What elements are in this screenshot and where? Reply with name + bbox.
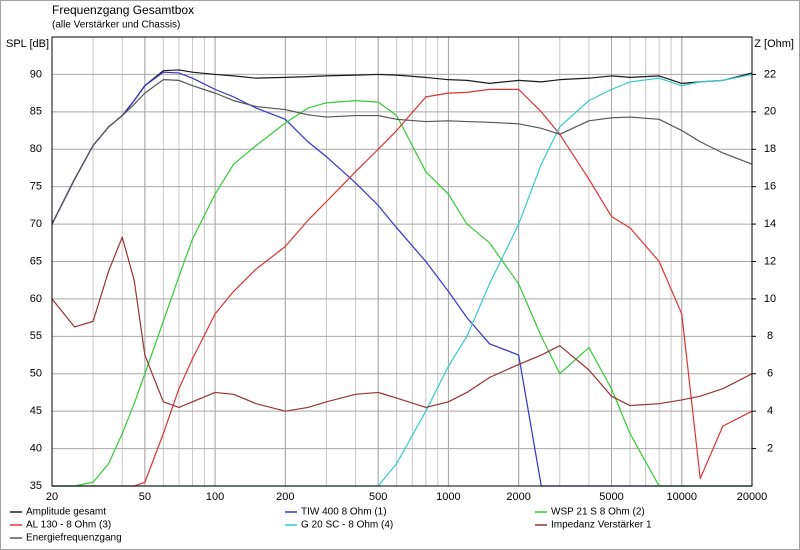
x-tick-label: 500 [369, 491, 387, 503]
y-tick-label: 40 [30, 442, 42, 454]
legend-label: Amplitude gesamt [26, 507, 106, 518]
y-tick-label: 65 [30, 255, 42, 267]
x-tick-label: 10000 [666, 491, 697, 503]
y-tick-label: 70 [30, 218, 42, 230]
x-tick-label: 100 [206, 491, 224, 503]
x-tick-label: 5000 [599, 491, 623, 503]
grid [51, 37, 753, 487]
y2-tick-label: 8 [767, 330, 773, 342]
y-tick-label: 90 [30, 68, 42, 80]
series-line [51, 236, 753, 412]
y-tick-label: 80 [30, 143, 42, 155]
legend-label: TIW 400 8 Ohm (1) [301, 507, 387, 518]
y-tick-label: 55 [30, 330, 42, 342]
y2-tick-label: 10 [764, 293, 776, 305]
y2-tick-label: 14 [764, 218, 776, 230]
chart-title: Frequenzgang Gesamtbox [52, 3, 194, 17]
x-tick-label: 1000 [436, 491, 460, 503]
legend-label: G 20 SC - 8 Ohm (4) [301, 520, 393, 531]
legend-label: AL 130 - 8 Ohm (3) [26, 520, 111, 531]
x-tick-label: 20 [46, 491, 58, 503]
legend-label: Impedanz Verstärker 1 [551, 520, 652, 531]
y-tick-label: 60 [30, 293, 42, 305]
y-tick-label: 35 [30, 480, 42, 492]
x-tick-label: 2000 [506, 491, 530, 503]
y2-tick-label: 6 [767, 368, 773, 380]
y-tick-label: 85 [30, 106, 42, 118]
y2-axis-label: Z [Ohm] [754, 38, 794, 50]
y-tick-label: 50 [30, 368, 42, 380]
y-axis-label: SPL [dB] [6, 38, 49, 50]
x-tick-label: 20000 [737, 491, 768, 503]
series-line [51, 79, 753, 225]
series-line [52, 100, 752, 487]
y2-tick-label: 12 [764, 255, 776, 267]
y2-tick-label: 16 [764, 181, 776, 193]
legend: Amplitude gesamt TIW 400 8 Ohm (1) WSP 21 … [10, 507, 652, 544]
y-tick-label: 75 [30, 181, 42, 193]
series-line [52, 88, 753, 487]
y-tick-label: 45 [30, 405, 42, 417]
legend-label: WSP 21 S 8 Ohm (2) [551, 507, 645, 518]
y2-tick-label: 20 [764, 106, 776, 118]
labels: 20 50 100 200 500 1000 2000 5000 10000 20000 35 40 4… [30, 68, 776, 503]
x-tick-label: 200 [276, 491, 294, 503]
y2-tick-label: 22 [764, 68, 776, 80]
chart-subtitle: (alle Verstärker und Chassis) [52, 20, 180, 31]
y2-tick-label: 18 [764, 143, 776, 155]
y2-tick-label: 2 [767, 442, 773, 454]
y2-tick-label: 4 [767, 405, 773, 417]
x-tick-label: 50 [139, 491, 151, 503]
legend-label: Energiefrequenzgang [26, 533, 122, 544]
